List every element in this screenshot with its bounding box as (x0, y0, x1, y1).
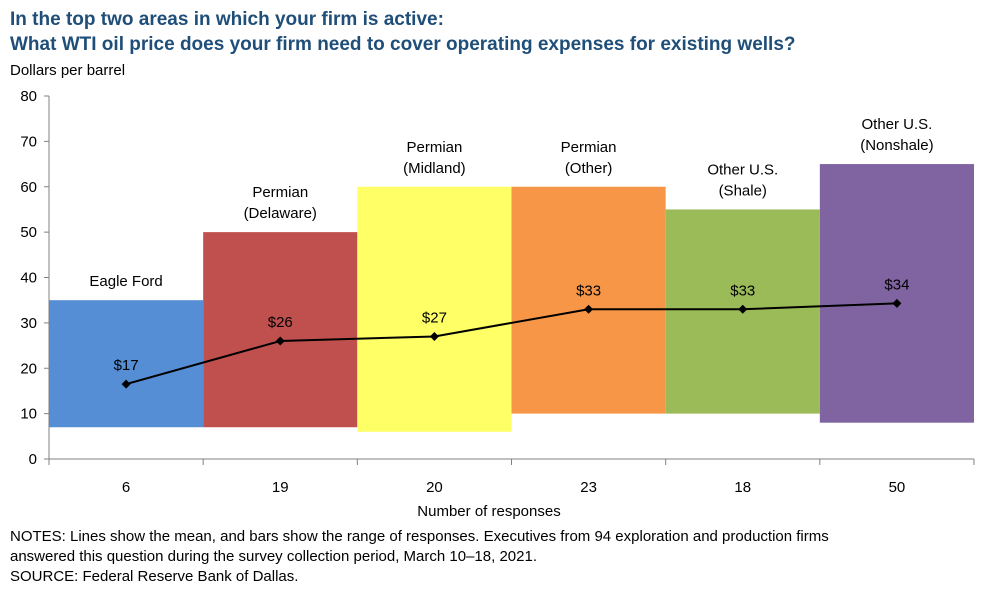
range-bar (203, 232, 358, 428)
x-tick-label: 23 (580, 479, 597, 496)
notes: NOTES: Lines show the mean, and bars sho… (10, 527, 985, 587)
x-axis-label: Number of responses (417, 503, 560, 520)
mean-point (275, 336, 285, 346)
area-label: (Shale) (719, 182, 767, 199)
axes: 0 10 20 30 40 50 60 70 80 6 19 20 23 18 50 (20, 88, 975, 496)
area-label: Other U.S. (707, 161, 778, 178)
source-line: SOURCE: Federal Reserve Bank of Dallas. (10, 568, 299, 585)
mean-point (738, 304, 748, 314)
y-tick-label: 80 (20, 88, 37, 105)
x-tick-label: 18 (734, 479, 751, 496)
area-label: Permian (561, 139, 617, 156)
area-label: (Midland) (403, 160, 466, 177)
y-tick-label: 40 (20, 270, 37, 287)
y-tick-label: 50 (20, 224, 37, 241)
mean-point (429, 331, 439, 341)
range-bar (49, 300, 204, 428)
y-tick-label: 10 (20, 406, 37, 423)
y-tick-label: 70 (20, 133, 37, 150)
mean-point (121, 379, 131, 389)
mean-data-label: $27 (422, 309, 447, 326)
mean-data-label: $33 (576, 282, 601, 299)
area-label: Permian (406, 139, 462, 156)
mean-point (584, 304, 594, 314)
mean-data-label: $26 (268, 314, 293, 331)
x-tick-label: 19 (272, 479, 289, 496)
x-tick-label: 6 (122, 479, 130, 496)
mean-line: $17 $26 $27 $33 $33 $34 (114, 276, 909, 389)
range-bar (511, 186, 666, 414)
chart-title-line-2: What WTI oil price does your firm need t… (10, 34, 796, 55)
chart-title-line-1: In the top two areas in which your firm … (10, 9, 444, 30)
y-tick-label: 20 (20, 360, 37, 377)
chart-title: In the top two areas in which your firm … (10, 7, 796, 57)
range-bar (357, 186, 512, 432)
area-label: Eagle Ford (89, 273, 162, 290)
range-bar (819, 164, 974, 423)
mean-data-label: $34 (884, 276, 909, 293)
x-tick-label: 20 (426, 479, 443, 496)
y-axis-label: Dollars per barrel (10, 62, 126, 79)
chart-plot: 0 10 20 30 40 50 60 70 80 6 19 20 23 18 50 Eagle Ford P… (20, 88, 975, 520)
mean-data-label: $17 (114, 357, 139, 374)
area-labels: Eagle Ford Permian (Delaware) Permian (Midla… (89, 116, 933, 290)
notes-line-2: answered this question during the survey… (10, 548, 537, 565)
area-label: (Nonshale) (860, 137, 933, 154)
area-label: (Delaware) (244, 205, 317, 222)
area-label: Permian (252, 184, 308, 201)
range-bars (49, 164, 974, 432)
y-tick-label: 60 (20, 179, 37, 196)
mean-point (892, 298, 902, 308)
notes-line-1: NOTES: Lines show the mean, and bars sho… (10, 528, 829, 545)
area-label: (Other) (565, 160, 613, 177)
y-tick-label: 30 (20, 315, 37, 332)
y-tick-label: 0 (29, 451, 37, 468)
mean-line-path (125, 302, 897, 386)
mean-data-label: $33 (730, 282, 755, 299)
x-tick-label: 50 (889, 479, 906, 496)
area-label: Other U.S. (861, 116, 932, 133)
